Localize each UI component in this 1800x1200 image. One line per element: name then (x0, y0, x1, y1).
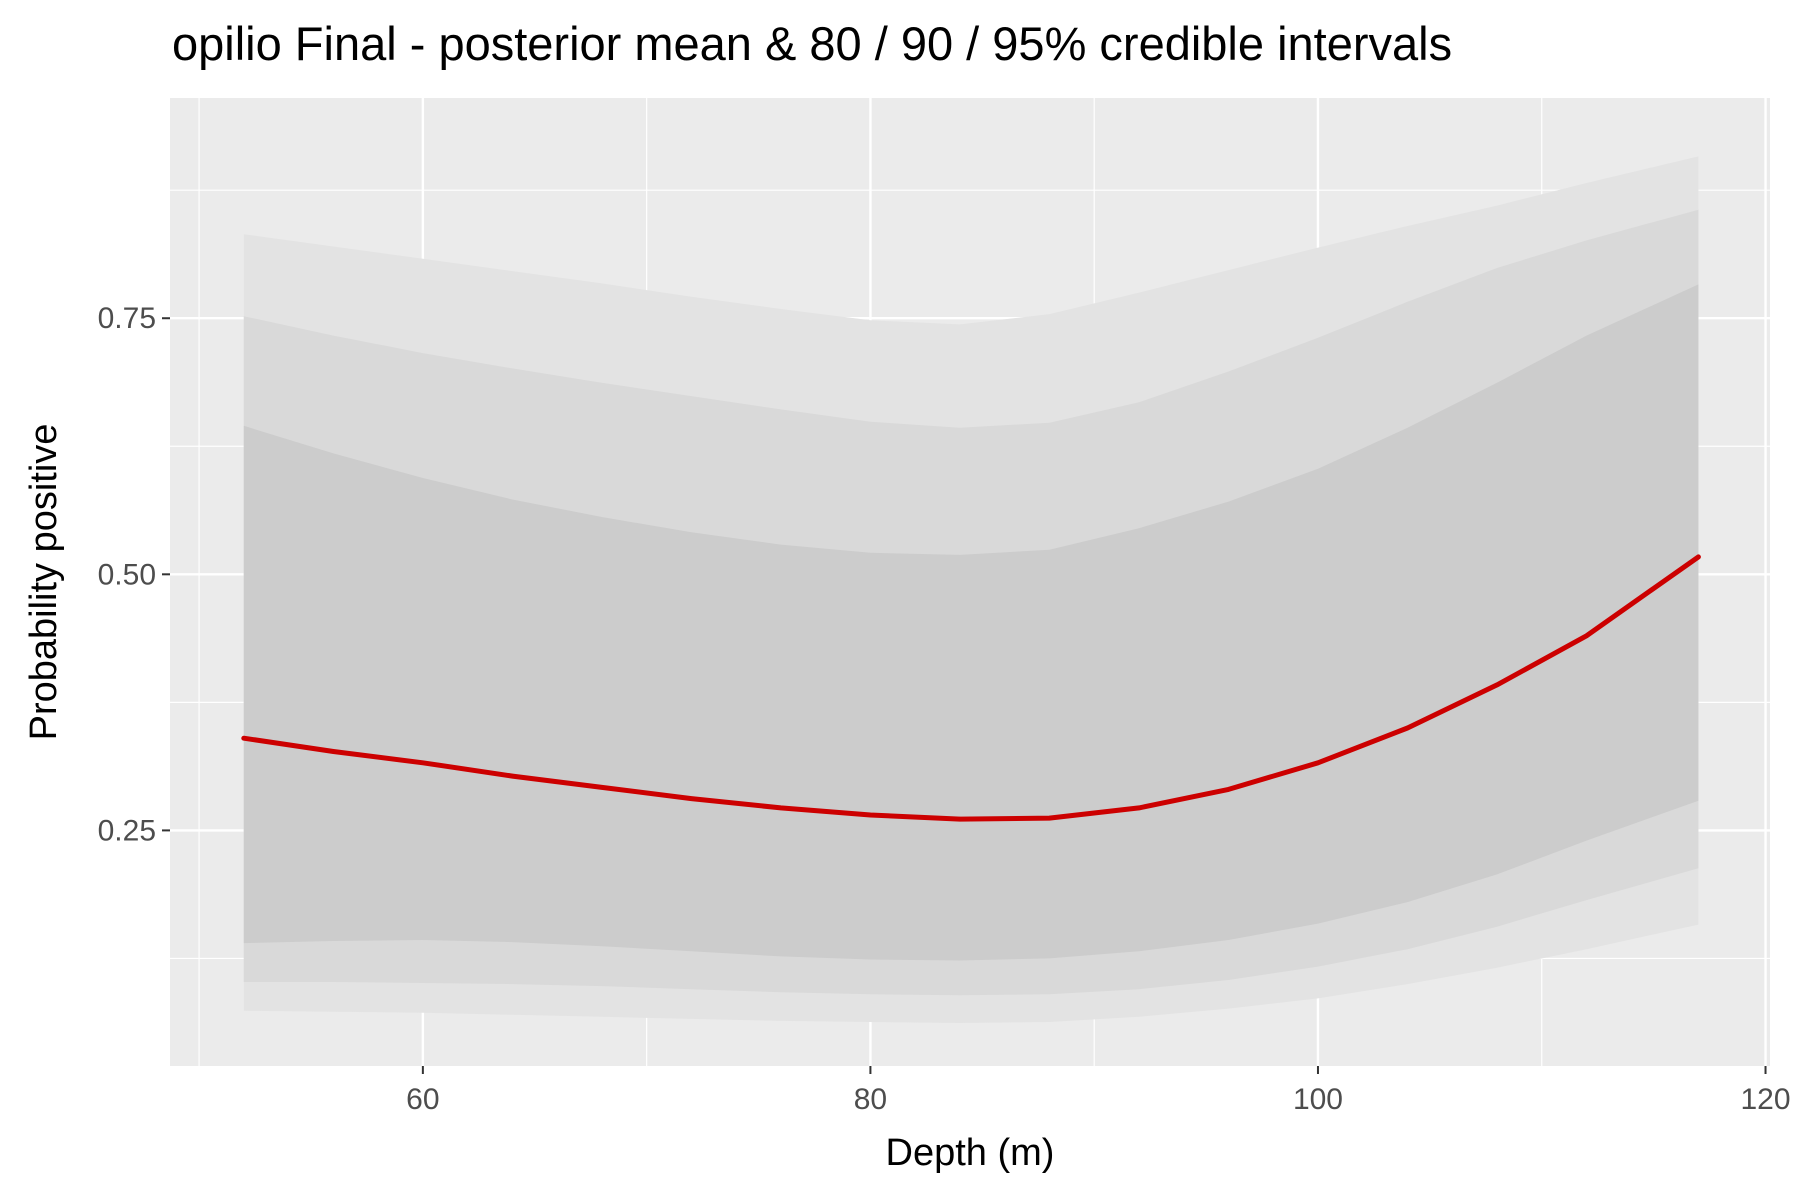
posterior-mean-point (1136, 805, 1142, 811)
posterior-mean-point (1047, 815, 1052, 821)
y-tick-label: 0.75 (98, 302, 156, 335)
posterior-mean-point (1494, 682, 1500, 688)
posterior-mean-point (778, 805, 784, 811)
x-tick-label: 60 (406, 1083, 439, 1116)
posterior-mean-point (599, 785, 605, 790)
y-tick-label: 0.25 (98, 814, 156, 847)
credible-band-80pct (243, 284, 1699, 961)
posterior-mean-point (689, 796, 694, 801)
posterior-mean-point (1584, 633, 1589, 638)
posterior-mean-point (1226, 787, 1231, 792)
credible-interval-bands (243, 156, 1699, 1023)
y-axis-title: Probability positive (23, 424, 65, 741)
posterior-mean-point (1405, 725, 1410, 731)
posterior-mean-point (957, 816, 963, 822)
x-tick-label: 120 (1740, 1083, 1790, 1116)
posterior-mean-point (331, 749, 336, 754)
posterior-mean-point (241, 736, 247, 741)
posterior-mean-point (868, 812, 873, 818)
axis-ticks (162, 317, 1767, 1074)
x-axis-title: Depth (m) (886, 1132, 1055, 1174)
x-tick-label: 100 (1293, 1083, 1343, 1116)
posterior-mean-point (1696, 554, 1701, 560)
posterior-mean-point (1315, 760, 1321, 765)
axis-tick-labels: 60 80 100 120 0.25 0.50 0.75 (98, 302, 1791, 1116)
x-tick-label: 80 (854, 1083, 887, 1116)
posterior-mean-point (510, 773, 515, 779)
posterior-mean-point (420, 760, 426, 765)
chart-title: opilio Final - posterior mean & 80 / 90 … (172, 17, 1452, 70)
posterior-mean-lines (241, 554, 1701, 822)
y-tick-label: 0.50 (98, 558, 156, 591)
